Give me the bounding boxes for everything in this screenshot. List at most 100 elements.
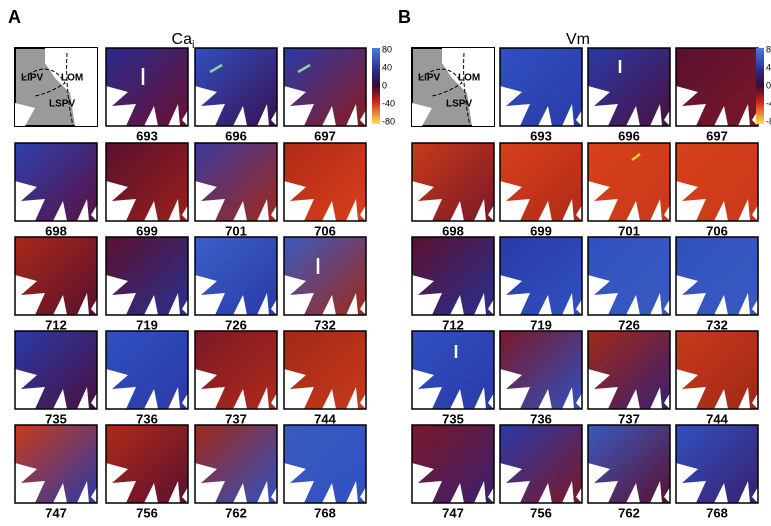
map-frame [588, 425, 670, 503]
map-frame [500, 48, 582, 126]
anatomy-label: LIPV [21, 73, 44, 84]
frame-label: 744 [706, 411, 728, 426]
map-frame [500, 425, 582, 503]
map-frame [676, 48, 758, 126]
map-frame [676, 331, 758, 409]
frame-label: 726 [618, 317, 640, 332]
frame-label: 693 [530, 128, 552, 143]
frame-label: 726 [225, 317, 247, 332]
frame-label: 747 [45, 505, 67, 520]
map-frame [588, 331, 670, 409]
frame-label: 756 [136, 505, 158, 520]
frame-label: 697 [314, 128, 336, 143]
frame-label: 693 [136, 128, 158, 143]
map-frame [284, 48, 366, 126]
frame-label: 736 [136, 411, 158, 426]
colorbar-tick-label: 0 [382, 80, 387, 90]
map-frame [106, 143, 188, 221]
map-frame [676, 237, 758, 315]
anatomy-label: LSPV [446, 99, 472, 110]
anatomy-label: LSPV [49, 99, 75, 110]
map-frame [15, 143, 97, 221]
map-frame [412, 237, 494, 315]
map-frame [195, 331, 277, 409]
frame-label: 735 [442, 411, 464, 426]
map-frame [500, 237, 582, 315]
frame-label: 737 [225, 411, 247, 426]
map-frame [195, 48, 277, 126]
frame-label: 712 [442, 317, 464, 332]
figure: A Cai LIPV LOM LSPV 693 696 697 698 699 701 706 712 7… [0, 0, 771, 521]
colorbar [372, 48, 380, 124]
colorbar-tick-label: 0 [766, 80, 771, 90]
frame-label: 699 [136, 223, 158, 238]
map-frame [106, 425, 188, 503]
map-frame [106, 331, 188, 409]
frame-label: 747 [442, 505, 464, 520]
anatomy-frame: LIPV LOM LSPV [412, 48, 494, 126]
frame-label: 701 [225, 223, 247, 238]
map-frame [284, 425, 366, 503]
map-frame [15, 331, 97, 409]
frame-label: 732 [706, 317, 728, 332]
frame-label: 768 [314, 505, 336, 520]
map-frame [412, 425, 494, 503]
frame-label: 712 [45, 317, 67, 332]
map-frame [588, 237, 670, 315]
map-frame [676, 425, 758, 503]
colorbar-tick-label: -80 [382, 116, 395, 126]
title-text: Vm [566, 31, 590, 48]
frame-label: 768 [706, 505, 728, 520]
colorbar-tick-label: 40 [382, 62, 392, 72]
colorbar-tick-label: -40 [766, 98, 771, 108]
colorbar-tick-label: 40 [766, 62, 771, 72]
frame-label: 735 [45, 411, 67, 426]
map-frame [284, 143, 366, 221]
colorbar-tick-label: -40 [382, 98, 395, 108]
panel-title: Vm [566, 31, 590, 48]
frame-label: 696 [618, 128, 640, 143]
map-frame [500, 331, 582, 409]
title-text: Ca [172, 31, 193, 48]
map-frame [195, 237, 277, 315]
frame-label: 762 [618, 505, 640, 520]
frame-label: 697 [706, 128, 728, 143]
frame-label: 756 [530, 505, 552, 520]
frame-label: 698 [45, 223, 67, 238]
map-frame [106, 237, 188, 315]
title-subscript: i [192, 39, 194, 51]
frame-label: 698 [442, 223, 464, 238]
anatomy-label: LOM [458, 73, 480, 84]
map-frame [500, 143, 582, 221]
map-frame [284, 331, 366, 409]
frame-label: 732 [314, 317, 336, 332]
anatomy-label: LOM [61, 73, 83, 84]
map-frame [195, 143, 277, 221]
frame-label: 719 [136, 317, 158, 332]
anatomy-label: LIPV [418, 73, 441, 84]
panel-letter: B [398, 7, 411, 27]
map-frame [106, 48, 188, 126]
map-frame [676, 143, 758, 221]
frame-label: 736 [530, 411, 552, 426]
panel-letter: A [8, 7, 21, 27]
map-frame [15, 425, 97, 503]
frame-label: 719 [530, 317, 552, 332]
frame-label: 706 [314, 223, 336, 238]
frame-label: 706 [706, 223, 728, 238]
map-frame [588, 48, 670, 126]
map-frame [412, 331, 494, 409]
anatomy-frame: LIPV LOM LSPV [15, 48, 97, 126]
frame-label: 701 [618, 223, 640, 238]
colorbar-tick-label: 80 [382, 44, 392, 54]
frame-label: 762 [225, 505, 247, 520]
map-frame [588, 143, 670, 221]
map-frame [284, 237, 366, 315]
map-frame [195, 425, 277, 503]
frame-label: 699 [530, 223, 552, 238]
colorbar-tick-label: 80 [766, 44, 771, 54]
frame-label: 744 [314, 411, 336, 426]
frame-label: 696 [225, 128, 247, 143]
frame-label: 737 [618, 411, 640, 426]
colorbar-tick-label: -80 [766, 116, 771, 126]
